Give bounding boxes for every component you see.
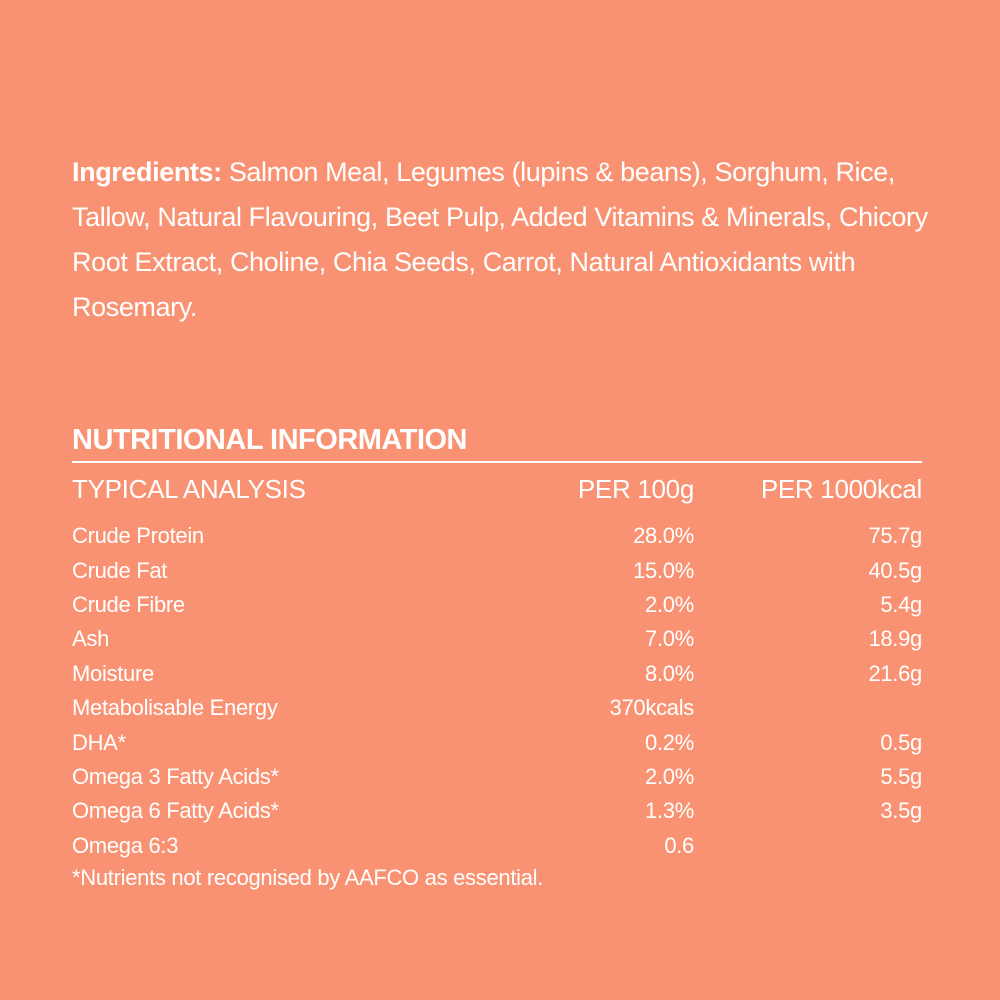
nutrition-panel: NUTRITIONAL INFORMATION TYPICAL ANALYSIS… [72,424,922,891]
footnote: *Nutrients not recognised by AAFCO as es… [72,864,544,890]
nutrient-row: Omega 6:3 0.6 [72,829,922,863]
nutrient-cell: 18.9g [868,626,922,652]
nutrient-row: Crude Protein 28.0% 75.7g [72,515,922,553]
nutrient-cell: 0.5g [880,729,922,755]
nutrient-row: Omega 3 Fatty Acids* 2.0% 5.5g [72,760,922,794]
nutrient-row: Crude Fat 15.0% 40.5g [72,553,922,587]
nutrient-cell: 8.0% [645,660,694,686]
nutrient-cell: Ash [72,626,110,652]
nutrition-title: NUTRITIONAL INFORMATION [72,424,922,463]
nutrient-cell: 5.4g [880,591,922,617]
column-header: TYPICAL ANALYSIS [72,473,306,504]
nutrient-cell: 1.3% [645,798,694,824]
nutrient-cell: 28.0% [633,523,694,549]
ingredients-label: Ingredients: [72,157,222,187]
nutrient-cell: 3.5g [880,798,922,824]
nutrient-row: Metabolisable Energy 370kcals [72,691,922,725]
nutrient-cell: 370kcals [609,695,695,721]
nutrient-cell: 75.7g [868,523,922,549]
nutrient-cell: Omega 3 Fatty Acids* [72,763,279,789]
nutrient-row: Omega 6 Fatty Acids* 1.3% 3.5g [72,794,922,828]
empty-cell [694,691,922,725]
nutrient-cell: Metabolisable Energy [72,695,278,721]
nutrient-cell: 5.5g [880,763,922,789]
column-header: PER 1000kcal [760,473,922,504]
header-row: TYPICAL ANALYSIS PER 100g PER 1000kcal [72,463,922,515]
nutrient-row: DHA* 0.2% 0.5g [72,725,922,759]
column-header: PER 100g [577,473,694,504]
nutrient-row: Crude Fibre 2.0% 5.4g [72,588,922,622]
nutrient-cell: Omega 6:3 [72,832,179,858]
nutrient-row: Moisture 8.0% 21.6g [72,657,922,691]
empty-cell [694,829,922,863]
nutrient-cell: 7.0% [645,626,694,652]
nutrient-cell: 0.2% [645,729,694,755]
nutrient-cell: Omega 6 Fatty Acids* [72,798,279,824]
nutrient-cell: 2.0% [645,763,694,789]
nutrient-cell: 21.6g [868,660,922,686]
nutrient-row: Ash 7.0% 18.9g [72,622,922,656]
nutrient-cell: Crude Protein [72,523,204,549]
nutrient-cell: Moisture [72,660,154,686]
ingredients: Ingredients: Salmon Meal, Legumes (lupin… [72,150,932,330]
nutrient-cell: Crude Fat [72,557,168,583]
nutrient-cell: 2.0% [645,591,694,617]
nutrient-cell: 40.5g [868,557,922,583]
nutrient-cell: Crude Fibre [72,591,185,617]
nutrient-cell: 0.6 [664,832,694,858]
ingredients-text: Salmon Meal, Legumes (lupins & beans), S… [72,157,928,322]
nutrient-cell: 15.0% [633,557,694,583]
nutrient-cell: DHA* [72,729,126,755]
nutrition-table: TYPICAL ANALYSIS PER 100g PER 1000kcal Cru… [72,463,922,863]
